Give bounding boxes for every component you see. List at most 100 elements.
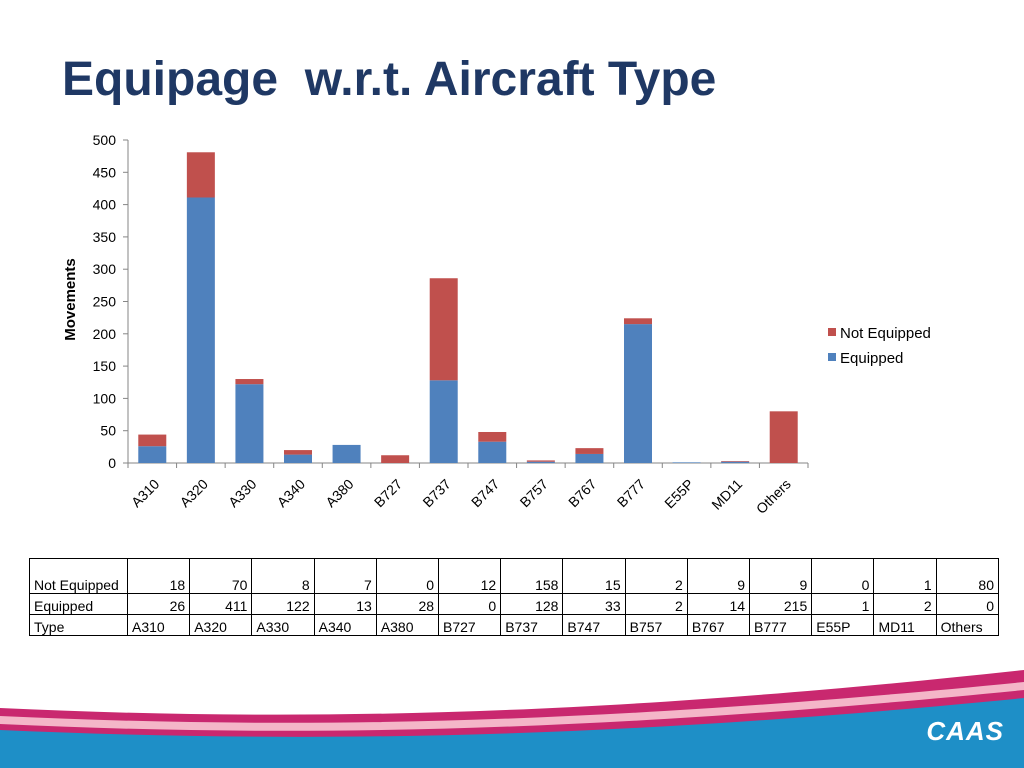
table-row-header: Type xyxy=(29,614,128,636)
y-tick-label: 50 xyxy=(100,423,116,439)
bar-equipped-md11 xyxy=(721,461,750,463)
table-cell: 14 xyxy=(686,593,751,615)
bar-not-equipped-others xyxy=(769,411,798,463)
table-cell: 2 xyxy=(624,593,688,615)
bar-equipped-a320 xyxy=(186,197,215,463)
y-tick-label: 400 xyxy=(93,197,117,213)
table-cell: 0 xyxy=(811,558,875,594)
table-cell: 9 xyxy=(749,558,813,594)
table-cell: 15 xyxy=(562,558,626,594)
bar-equipped-b767 xyxy=(575,453,604,463)
bar-equipped-b757 xyxy=(526,461,555,463)
table-cell: A330 xyxy=(251,614,315,636)
table-cell: 0 xyxy=(438,593,502,615)
table-cell: B757 xyxy=(624,614,688,636)
bar-not-equipped-a310 xyxy=(138,434,167,447)
stacked-bar-chart: 0 50 100 150 200 250 300 350 400 450 500 Movements A… xyxy=(62,132,931,517)
table-row: Not Equipped 18 70 8 7 0 12 158 15 2 9 9 0 1 80 xyxy=(29,558,1000,594)
x-tick-label: B747 xyxy=(468,476,503,511)
table-row-header: Equipped xyxy=(29,593,128,615)
table-row: Equipped 26 411 122 13 28 0 128 33 2 14 215 1 2 0 xyxy=(29,593,1000,615)
table-cell: 8 xyxy=(251,558,315,594)
table-cell: MD11 xyxy=(873,614,937,636)
table-cell: 26 xyxy=(126,593,191,615)
data-table: Not Equipped 18 70 8 7 0 12 158 15 2 9 9 0 1 80 Equippe… xyxy=(29,558,1000,636)
x-tick-label: B727 xyxy=(371,476,406,511)
bar-equipped-b747 xyxy=(478,441,507,463)
bar-not-equipped-md11 xyxy=(721,461,750,462)
table-cell: A340 xyxy=(313,614,377,636)
table-row: Type A310 A320 A330 A340 A380 B727 B737 B747 B757… xyxy=(29,614,1000,636)
bar-equipped-a330 xyxy=(235,384,264,463)
table-cell: 12 xyxy=(438,558,502,594)
x-tick-label: Others xyxy=(753,476,794,517)
footer-swoosh xyxy=(0,670,1024,768)
table-row-header: Not Equipped xyxy=(29,558,128,594)
table-cell: E55P xyxy=(811,614,875,636)
table-cell: 7 xyxy=(313,558,377,594)
table-cell: A380 xyxy=(375,614,440,636)
bar-equipped-a310 xyxy=(138,446,167,463)
legend-swatch xyxy=(828,328,836,336)
x-tick-label: B767 xyxy=(565,476,600,511)
table-cell: 128 xyxy=(500,593,564,615)
bar-not-equipped-b747 xyxy=(478,431,507,442)
bar-not-equipped-b767 xyxy=(575,448,604,454)
table-cell: 13 xyxy=(313,593,377,615)
y-tick-label: 100 xyxy=(93,390,117,406)
bar-not-equipped-a340 xyxy=(284,450,312,455)
y-tick-label: 200 xyxy=(93,326,117,342)
table-cell: 0 xyxy=(375,558,440,594)
table-cell: Others xyxy=(935,614,1000,636)
table-cell: 158 xyxy=(500,558,564,594)
x-tick-label: A340 xyxy=(274,476,309,511)
table-cell: 18 xyxy=(126,558,191,594)
y-tick-label: 150 xyxy=(93,358,117,374)
bar-equipped-b777 xyxy=(624,324,652,463)
caas-logo: CAAS xyxy=(926,716,1004,746)
table-cell: 2 xyxy=(873,593,937,615)
table-cell: B727 xyxy=(438,614,502,636)
table-cell: 122 xyxy=(251,593,315,615)
y-tick-label: 350 xyxy=(93,229,117,245)
x-tick-label: B777 xyxy=(614,476,649,511)
y-tick-label: 450 xyxy=(93,164,117,180)
bar-equipped-a340 xyxy=(284,454,312,463)
bar-not-equipped-b777 xyxy=(624,318,652,325)
y-axis-label: Movements xyxy=(62,258,79,341)
x-tick-label: B737 xyxy=(419,476,454,511)
x-tick-label: E55P xyxy=(661,476,697,512)
table-cell: 28 xyxy=(375,593,440,615)
bar-equipped-e55p xyxy=(672,462,701,463)
y-tick-label: 500 xyxy=(93,132,117,148)
slide-title: Equipage w.r.t. Aircraft Type xyxy=(62,53,717,106)
table-cell: A320 xyxy=(189,614,253,636)
table-cell: 70 xyxy=(189,558,253,594)
bar-not-equipped-b757 xyxy=(526,460,555,462)
x-tick-label: B757 xyxy=(517,476,552,511)
table-cell: B737 xyxy=(500,614,564,636)
x-tick-label: A310 xyxy=(128,476,163,511)
table-cell: B747 xyxy=(562,614,626,636)
bar-equipped-a380 xyxy=(332,444,361,463)
x-tick-label: A380 xyxy=(322,476,357,511)
table-cell: A310 xyxy=(126,614,191,636)
y-tick-label: 250 xyxy=(93,294,117,310)
table-cell: 0 xyxy=(935,593,1000,615)
table-cell: 2 xyxy=(624,558,688,594)
table-cell: 33 xyxy=(562,593,626,615)
table-cell: 80 xyxy=(935,558,1000,594)
bar-not-equipped-a330 xyxy=(235,379,264,385)
y-tick-label: 300 xyxy=(93,261,117,277)
bar-not-equipped-b727 xyxy=(381,455,410,463)
table-cell: 411 xyxy=(189,593,253,615)
table-cell: 1 xyxy=(873,558,937,594)
legend-label: Not Equipped xyxy=(840,325,931,342)
x-tick-label: A320 xyxy=(177,476,212,511)
x-tick-label: A330 xyxy=(225,476,260,511)
table-cell: 1 xyxy=(811,593,875,615)
y-tick-label: 0 xyxy=(108,455,116,471)
legend-swatch xyxy=(828,353,836,361)
bar-equipped-b737 xyxy=(429,380,458,463)
x-tick-label: MD11 xyxy=(708,476,745,513)
